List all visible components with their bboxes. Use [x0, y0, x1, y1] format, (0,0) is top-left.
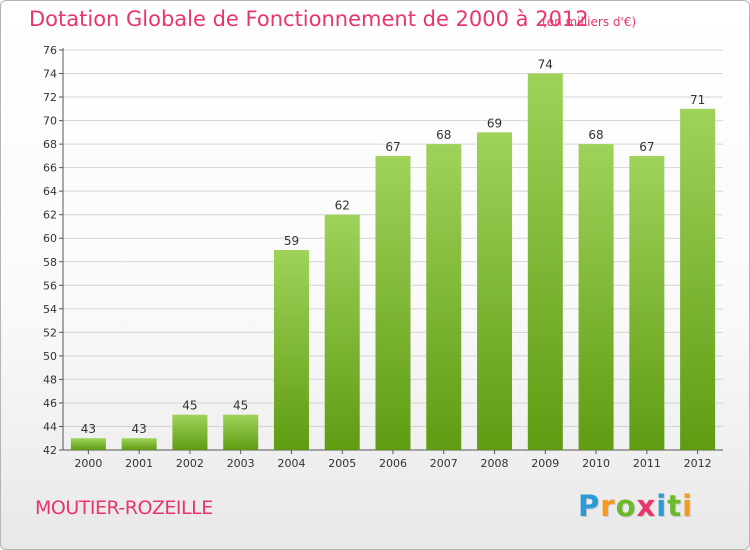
bar-2012	[680, 108, 716, 450]
logo-letter: o	[615, 489, 637, 523]
bar-2009	[527, 73, 563, 450]
bar-2008	[477, 132, 513, 450]
chart-title: Dotation Globale de Fonctionnement de 20…	[29, 7, 589, 31]
x-tick-label-2001: 2001	[125, 457, 153, 470]
logo-letter: i	[656, 489, 668, 523]
y-tick-label: 76	[43, 44, 57, 57]
bar-2006	[375, 155, 411, 450]
x-tick-label-2009: 2009	[531, 457, 559, 470]
y-tick-label: 70	[43, 115, 57, 128]
y-tick-label: 74	[43, 68, 57, 81]
x-tick-labels: 2000 2001 2002 2003 2004 2005 2006 2007 2008 2009…	[74, 457, 711, 470]
logo-letter: r	[600, 489, 616, 523]
y-tick-label: 68	[43, 138, 57, 151]
bar-2011	[629, 155, 665, 450]
bar-2010	[578, 144, 614, 450]
bar-2003	[223, 414, 259, 450]
y-tick-label: 42	[43, 444, 57, 457]
y-tick-label: 46	[43, 397, 57, 410]
data-label-2001: 43	[132, 422, 147, 436]
x-tick-label-2011: 2011	[633, 457, 661, 470]
y-tick-label: 72	[43, 91, 57, 104]
y-tick-label: 52	[43, 326, 57, 339]
commune-name: MOUTIER-ROZEILLE	[35, 497, 213, 519]
data-labels: 43 43 45 45 59 62 67 68 69 74 68 67 71	[81, 58, 706, 437]
x-tick-label-2002: 2002	[176, 457, 204, 470]
y-tick-label: 62	[43, 209, 57, 222]
bar-2007	[426, 144, 462, 450]
x-tick-label-2004: 2004	[277, 457, 305, 470]
bar-2001	[121, 438, 157, 450]
y-tick-label: 56	[43, 279, 57, 292]
x-tick-label-2005: 2005	[328, 457, 356, 470]
bar-2002	[172, 414, 208, 450]
bar-2004	[273, 250, 309, 450]
y-tick-label: 50	[43, 350, 57, 363]
logo-letter: i	[682, 489, 694, 523]
x-tick-label-2003: 2003	[227, 457, 255, 470]
data-label-2004: 59	[284, 234, 299, 248]
y-tick-labels: 42 44 46 48 50 52 54 56 58 60 62 64 66 68 70 72 74 76	[43, 44, 57, 457]
unit-note: (en milliers d'€)	[542, 15, 637, 29]
logo-letter: x	[636, 489, 657, 523]
bars	[70, 73, 716, 450]
logo-letter: t	[667, 489, 683, 523]
proxiti-logo: Proxiti	[578, 489, 693, 523]
x-tick-label-2006: 2006	[379, 457, 407, 470]
data-label-2007: 68	[436, 128, 451, 142]
bar-2005	[324, 214, 360, 450]
data-label-2000: 43	[81, 422, 96, 436]
data-label-2010: 68	[588, 128, 603, 142]
y-tick-label: 48	[43, 373, 57, 386]
data-label-2003: 45	[233, 399, 248, 413]
x-tick-label-2010: 2010	[582, 457, 610, 470]
x-tick-label-2007: 2007	[430, 457, 458, 470]
data-label-2005: 62	[335, 199, 350, 213]
x-tick-label-2008: 2008	[481, 457, 509, 470]
y-tick-label: 54	[43, 303, 57, 316]
data-label-2012: 71	[690, 93, 705, 107]
logo-letter: P	[578, 489, 601, 523]
y-tick-label: 60	[43, 232, 57, 245]
data-label-2002: 45	[182, 399, 197, 413]
data-label-2009: 74	[538, 58, 553, 72]
data-label-2006: 67	[385, 140, 400, 154]
y-tick-label: 58	[43, 256, 57, 269]
y-tick-label: 44	[43, 420, 57, 433]
x-tick-label-2000: 2000	[74, 457, 102, 470]
data-label-2008: 69	[487, 116, 502, 130]
y-tick-label: 66	[43, 162, 57, 175]
y-tick-label: 64	[43, 185, 57, 198]
bar-2000	[70, 438, 106, 450]
data-label-2011: 67	[639, 140, 654, 154]
x-tick-label-2012: 2012	[684, 457, 712, 470]
